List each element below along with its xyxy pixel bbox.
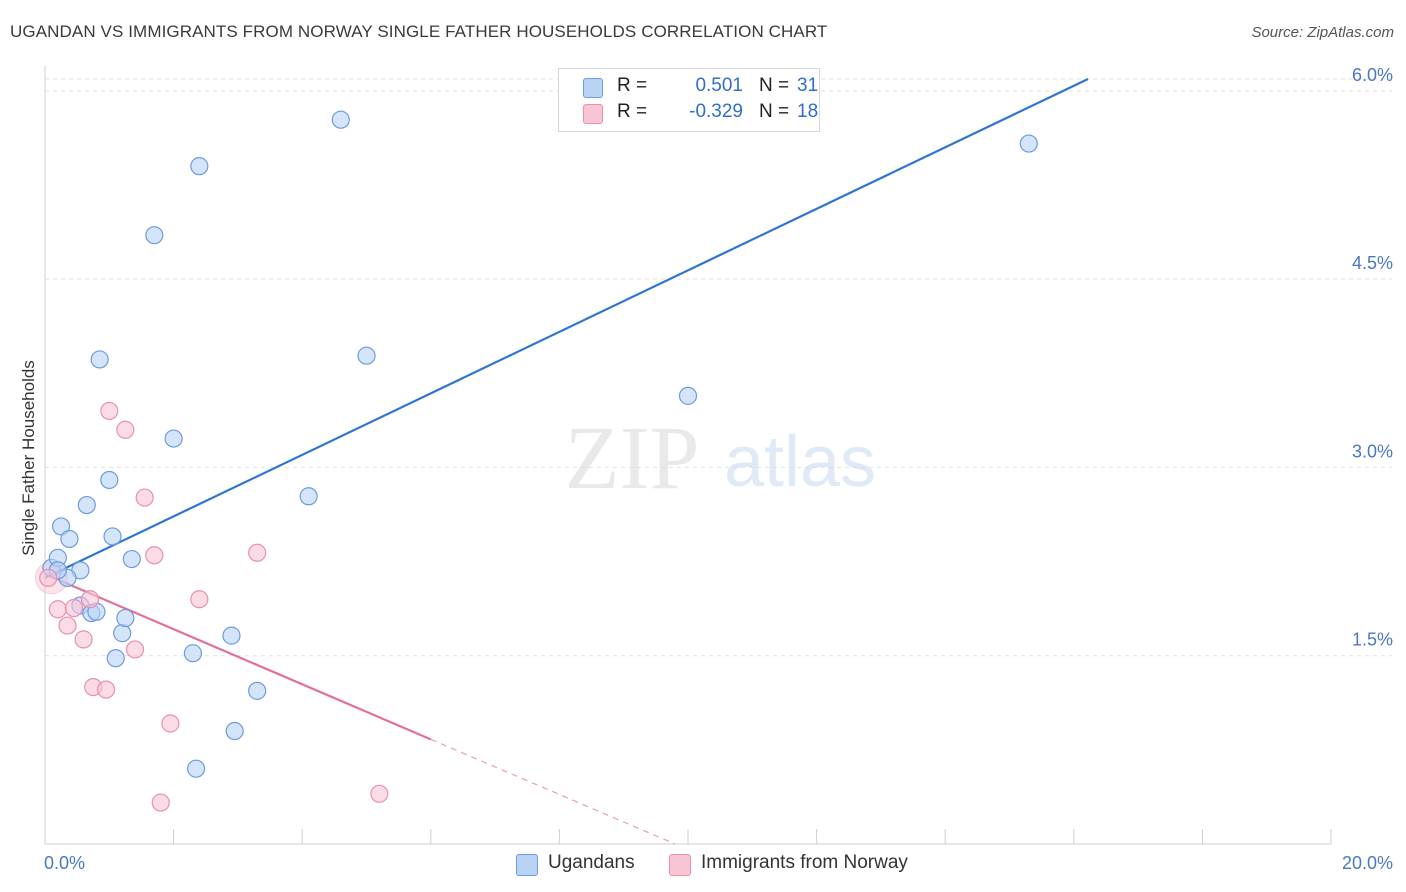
y-tick-label: 1.5% [1352,630,1393,650]
legend-r-label: R = [617,101,648,122]
legend-label: Ugandans [548,852,635,873]
ugandan-point [1019,134,1038,153]
ugandan-point [187,759,206,778]
norway-point [370,784,389,803]
ugandan-point [183,644,202,663]
ugandan-point [678,386,698,405]
norway-point [100,401,119,421]
legend-n-label: N = [759,101,790,122]
watermark-atlas: atlas [724,422,876,502]
correlation-legend: R = 0.501 N = 31 R = -0.329 N = 18 [558,68,820,132]
ugandan-point [357,346,376,365]
norway-point [145,546,164,565]
legend-n-label: N = [759,75,790,96]
norway-point [64,598,84,618]
legend-r-label: R = [617,75,648,96]
ugandan-point [51,517,71,536]
ugandan-point [103,527,122,546]
norway-point [161,714,180,733]
y-tick-label: 6.0% [1352,65,1393,85]
legend-n-value: 18 [797,101,819,122]
ugandan-point [225,721,244,741]
legend-r-value: -0.329 [689,101,743,122]
trend-lines [44,78,1089,845]
legend-swatch-blue [583,78,603,98]
y-axis-label: Single Father Households [19,360,38,556]
norway-point [39,568,58,587]
norway-trend-extension [430,738,676,845]
x-tick-label: 20.0% [1342,853,1393,873]
ugandan-point [113,624,132,643]
ugandan-point [77,495,96,515]
ugandan-point [100,470,119,490]
norway-point [74,630,93,649]
norway-point [248,543,267,562]
ugandan-point [116,608,135,628]
norway-point [58,616,77,635]
legend-n-value: 31 [797,75,819,96]
y-tick-label: 4.5% [1352,253,1393,273]
ugandan-point [222,626,241,645]
source-credit: Source: ZipAtlas.com [1251,24,1394,41]
grid-lines [45,78,1392,657]
norway-trend-line [44,573,432,741]
legend-r-value: 0.501 [695,75,743,96]
x-tick-label: 0.0% [44,853,85,873]
legend-swatch-blue [516,854,538,876]
norway-point [190,590,209,609]
ugandan-point [331,110,350,129]
legend-label: Immigrants from Norway [701,852,908,873]
ugandan-point [106,649,125,668]
ugandan-point [122,549,141,569]
chart-title: UGANDAN VS IMMIGRANTS FROM NORWAY SINGLE… [10,22,828,41]
watermark: ZIP atlas [565,409,877,508]
norway-point [96,680,116,699]
ugandan-point [299,487,318,506]
norway-point [116,420,135,439]
ugandan-point [248,681,267,700]
data-points [34,110,1038,812]
ugandan-point [190,157,209,176]
y-tick-label: 3.0% [1352,441,1393,461]
norway-point [80,590,100,609]
ugandan-trend-line [44,78,1089,579]
legend-swatch-pink [669,854,691,876]
norway-point [135,488,154,507]
axes [44,66,1332,845]
norway-point [151,793,170,812]
series-legend: Ugandans Immigrants from Norway [0,852,1406,878]
ugandan-point [90,350,109,369]
norway-point [125,640,145,659]
ugandan-point [164,429,183,448]
ugandan-point [145,226,164,245]
ugandan-point [60,529,79,549]
tick-labels: 1.5% 3.0% 4.5% 6.0% 0.0% 20.0% [44,65,1393,873]
norway-point [48,600,67,619]
legend-swatch-pink [583,104,603,124]
watermark-zip: ZIP [565,409,700,508]
